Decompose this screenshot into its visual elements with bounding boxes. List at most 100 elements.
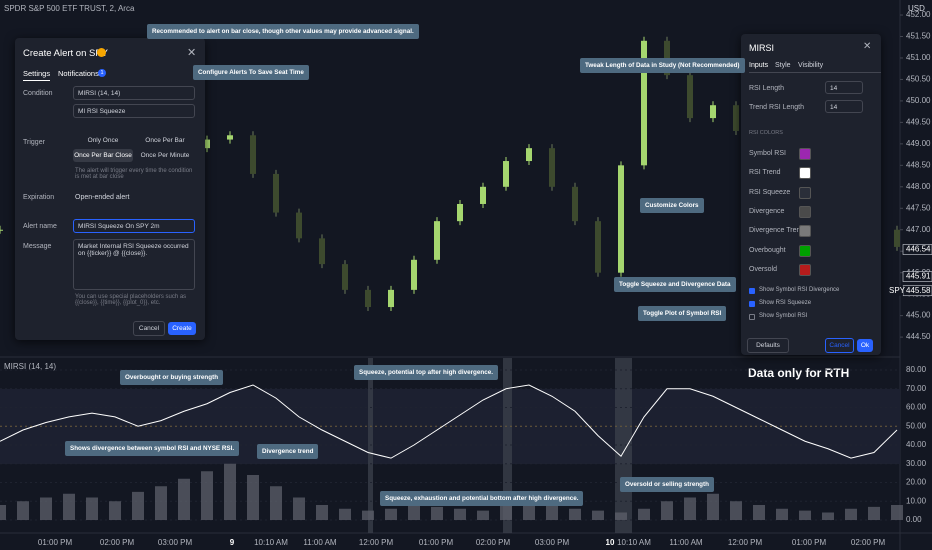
- field-label: Alert name: [23, 223, 57, 230]
- callout: Divergence trend: [257, 444, 319, 459]
- field-label: Divergence Trend: [749, 227, 805, 235]
- tab[interactable]: Visibility: [798, 62, 824, 69]
- candle: [365, 289, 371, 308]
- color-swatch[interactable]: [799, 167, 811, 180]
- x-tick-label: 10:10 AM: [617, 538, 651, 547]
- callout: Recommended to alert on bar close, thoug…: [147, 24, 419, 39]
- callout: Customize Colors: [640, 198, 704, 213]
- candle: [342, 264, 348, 290]
- price-label: 445.91: [906, 272, 931, 281]
- field-label: Message: [23, 243, 52, 250]
- pane-title: MIRSI (14, 14): [4, 362, 56, 371]
- x-tick-label: 10: [606, 538, 615, 547]
- candle: [618, 165, 624, 273]
- message-input[interactable]: Market Internal RSI Squeeze occurred on …: [73, 239, 195, 290]
- checkbox-label: Show Symbol RSI: [759, 313, 808, 319]
- select[interactable]: MIRSI (14, 14): [73, 86, 195, 100]
- select[interactable]: MI RSI Squeeze: [73, 104, 195, 118]
- candle: [0, 229, 3, 231]
- cancel-button[interactable]: Cancel: [133, 321, 165, 336]
- divergence-bar: [730, 501, 742, 520]
- x-tick-label: 01:00 PM: [419, 538, 454, 547]
- trigger-option[interactable]: Only Once: [87, 137, 119, 144]
- price-label: 446.54: [906, 245, 931, 254]
- symbol-tag-box: [887, 285, 903, 296]
- alert-dialog: Create Alert on SPY ✕ Settings Notificat…: [15, 38, 205, 340]
- color-swatch[interactable]: [799, 263, 811, 276]
- checkbox[interactable]: [749, 301, 755, 307]
- cancel-button[interactable]: Cancel: [825, 338, 854, 353]
- x-tick-label: 12:00 PM: [359, 538, 394, 547]
- callout: Toggle Plot of Symbol RSI: [638, 306, 727, 321]
- squeeze-bar: [503, 358, 512, 533]
- tab[interactable]: Settings: [23, 69, 51, 81]
- field-label: Oversold: [749, 265, 778, 273]
- name-input[interactable]: MIRSI Squeeze On SPY 2m: [73, 219, 195, 233]
- trigger-option[interactable]: Once Per Bar: [145, 137, 185, 144]
- y-tick-label: 451.50: [906, 32, 931, 41]
- divergence-bar: [776, 508, 788, 520]
- color-swatch[interactable]: [799, 244, 811, 257]
- ok-button[interactable]: Ok: [857, 339, 873, 352]
- callout: Squeeze, exhaustion and potential bottom…: [380, 491, 584, 506]
- checkbox[interactable]: [749, 314, 755, 320]
- y-tick-label: 50.00: [906, 421, 927, 430]
- y-tick-label: 445.00: [906, 311, 931, 320]
- number-input[interactable]: 14: [825, 100, 863, 113]
- number-input[interactable]: 14: [825, 81, 863, 94]
- warning-icon: [97, 48, 106, 57]
- x-tick-label: 02:00 PM: [476, 538, 511, 547]
- callout: Squeeze, potential top after high diverg…: [354, 365, 499, 380]
- y-tick-label: 0.00: [906, 515, 922, 524]
- x-tick-label: 12:00 PM: [728, 538, 763, 547]
- x-tick-label: 01:00 PM: [38, 538, 73, 547]
- callout: Shows divergence between symbol RSI and …: [65, 441, 240, 456]
- close-button[interactable]: ✕: [187, 47, 197, 59]
- divergence-bar: [891, 505, 903, 520]
- candle: [526, 148, 532, 162]
- tab-divider: [749, 72, 881, 73]
- checkbox-label: Show RSI Squeeze: [759, 300, 812, 306]
- x-tick-label: 01:00 PM: [792, 538, 827, 547]
- y-tick-label: 60.00: [906, 403, 927, 412]
- candle: [503, 161, 509, 187]
- y-tick-label: 30.00: [906, 459, 927, 468]
- divergence-bar: [247, 475, 259, 520]
- divergence-bar: [86, 497, 98, 520]
- divergence-bar: [868, 506, 880, 520]
- divergence-bar: [638, 508, 650, 520]
- divergence-bar: [316, 505, 328, 520]
- divergence-bar: [753, 505, 765, 520]
- color-swatch[interactable]: [799, 225, 811, 238]
- field-label: RSI Length: [749, 85, 785, 92]
- trigger-option[interactable]: Once Per Minute: [140, 152, 190, 159]
- trigger-option[interactable]: Once Per Bar Close: [73, 149, 133, 162]
- candle: [457, 203, 463, 222]
- candle: [687, 75, 693, 119]
- price-label-box: [902, 244, 932, 255]
- color-swatch[interactable]: [799, 148, 811, 160]
- divergence-bar: [845, 508, 857, 520]
- checkbox[interactable]: [749, 288, 755, 294]
- checkbox-label: Show Symbol RSI Divergence: [759, 287, 840, 293]
- color-swatch[interactable]: [799, 205, 811, 218]
- tab[interactable]: Notifications: [58, 69, 99, 78]
- close-button[interactable]: ✕: [863, 41, 872, 52]
- note: The alert will trigger every time the co…: [75, 168, 193, 180]
- y-tick-label: 449.00: [906, 139, 931, 148]
- y-tick-label: 448.00: [906, 182, 931, 191]
- y-tick-label: 447.00: [906, 225, 931, 234]
- y-tick-label: 450.00: [906, 96, 931, 105]
- tab[interactable]: Style: [775, 62, 791, 69]
- create-button[interactable]: Create: [168, 322, 196, 335]
- expiration[interactable]: Open-ended alert: [75, 194, 130, 201]
- defaults-button[interactable]: Defaults: [747, 338, 789, 353]
- divergence-bar: [707, 493, 719, 520]
- candle: [411, 259, 417, 290]
- y-tick-label: 70.00: [906, 384, 927, 393]
- divergence-bar: [615, 512, 627, 520]
- divergence-bar: [132, 491, 144, 520]
- color-swatch[interactable]: [799, 186, 811, 199]
- divergence-bar: [546, 505, 558, 520]
